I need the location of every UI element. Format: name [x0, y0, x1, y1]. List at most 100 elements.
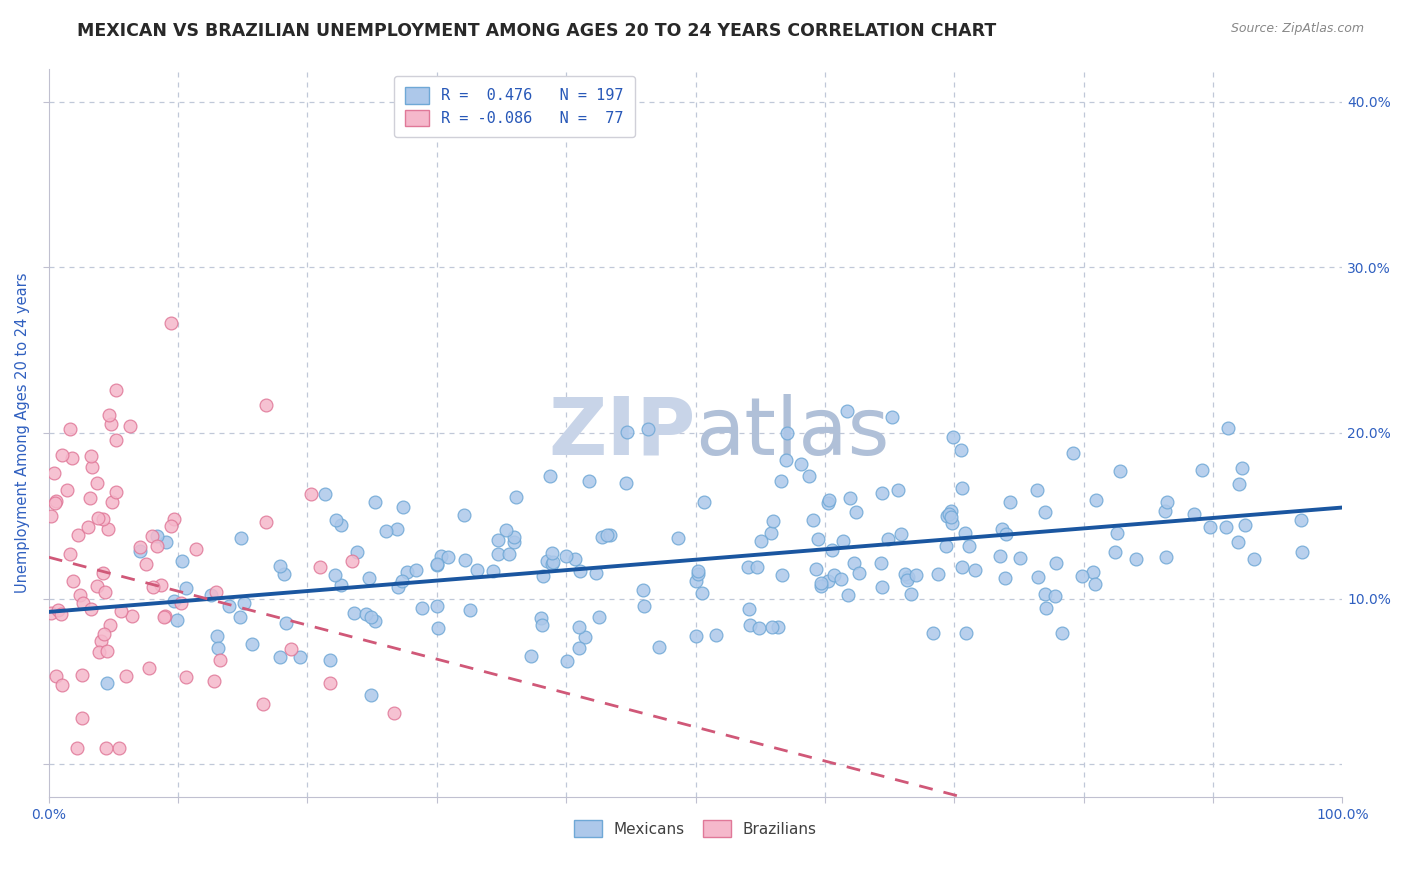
Point: [890, 527, 912, 541]
Point: [578, 474, 600, 488]
Point: [844, 556, 866, 570]
Point: [599, 528, 621, 542]
Point: [810, 575, 832, 590]
Point: [149, 578, 172, 592]
Y-axis label: Unemployment Among Ages 20 to 24 years: Unemployment Among Ages 20 to 24 years: [15, 273, 30, 593]
Point: [900, 587, 922, 601]
Point: [540, 557, 562, 571]
Point: [922, 625, 945, 640]
Point: [72, 596, 94, 610]
Point: [59, 422, 82, 436]
Point: [51, 678, 73, 692]
Point: [832, 533, 855, 548]
Point: [1198, 520, 1220, 534]
Point: [1043, 589, 1066, 603]
Point: [202, 674, 225, 689]
Point: [738, 602, 761, 616]
Point: [1025, 483, 1047, 498]
Point: [839, 491, 862, 506]
Point: [160, 316, 183, 330]
Point: [319, 653, 342, 667]
Point: [531, 618, 554, 632]
Point: [835, 404, 858, 418]
Point: [957, 539, 980, 553]
Point: [411, 601, 433, 615]
Point: [51, 607, 73, 622]
Point: [801, 513, 824, 527]
Point: [685, 574, 707, 589]
Point: [93, 627, 115, 641]
Text: MEXICAN VS BRAZILIAN UNEMPLOYMENT AMONG AGES 20 TO 24 YEARS CORRELATION CHART: MEXICAN VS BRAZILIAN UNEMPLOYMENT AMONG …: [77, 22, 997, 40]
Point: [1050, 626, 1073, 640]
Point: [896, 574, 918, 588]
Point: [818, 493, 841, 508]
Point: [233, 596, 256, 610]
Point: [886, 483, 908, 497]
Point: [686, 564, 709, 578]
Point: [870, 580, 893, 594]
Point: [502, 530, 524, 544]
Point: [564, 552, 586, 566]
Point: [186, 542, 208, 557]
Point: [880, 410, 903, 425]
Point: [1109, 464, 1132, 478]
Point: [204, 585, 226, 599]
Point: [135, 557, 157, 571]
Point: [360, 688, 382, 702]
Point: [329, 578, 352, 592]
Point: [280, 642, 302, 657]
Point: [1028, 570, 1050, 584]
Point: [70, 711, 93, 725]
Point: [41, 607, 63, 621]
Point: [205, 629, 228, 643]
Point: [357, 571, 380, 585]
Point: [1081, 565, 1104, 579]
Point: [1154, 504, 1177, 518]
Point: [569, 565, 592, 579]
Point: [114, 669, 136, 683]
Point: [747, 560, 769, 574]
Point: [568, 641, 591, 656]
Point: [387, 581, 409, 595]
Point: [98, 408, 121, 422]
Point: [342, 554, 364, 568]
Point: [486, 547, 509, 561]
Point: [585, 566, 607, 581]
Point: [405, 563, 427, 577]
Point: [1033, 587, 1056, 601]
Point: [766, 620, 789, 634]
Point: [935, 539, 957, 553]
Point: [153, 608, 176, 623]
Point: [991, 522, 1014, 536]
Point: [897, 570, 920, 584]
Point: [637, 422, 659, 436]
Point: [1234, 517, 1257, 532]
Point: [770, 567, 793, 582]
Point: [1033, 505, 1056, 519]
Point: [66, 528, 89, 542]
Point: [541, 546, 564, 560]
Point: [817, 574, 839, 588]
Point: [45, 669, 67, 683]
Point: [869, 556, 891, 570]
Point: [174, 581, 197, 595]
Point: [807, 532, 830, 546]
Point: [90, 633, 112, 648]
Point: [949, 442, 972, 457]
Point: [502, 534, 524, 549]
Point: [87, 511, 110, 525]
Point: [648, 640, 671, 655]
Point: [465, 563, 488, 577]
Point: [1084, 492, 1107, 507]
Point: [797, 469, 820, 483]
Point: [364, 614, 387, 628]
Point: [155, 535, 177, 549]
Point: [458, 603, 481, 617]
Text: ZIP: ZIP: [548, 394, 696, 472]
Point: [810, 579, 832, 593]
Point: [314, 486, 336, 500]
Point: [574, 630, 596, 644]
Point: [426, 558, 449, 573]
Point: [58, 547, 80, 561]
Point: [309, 559, 332, 574]
